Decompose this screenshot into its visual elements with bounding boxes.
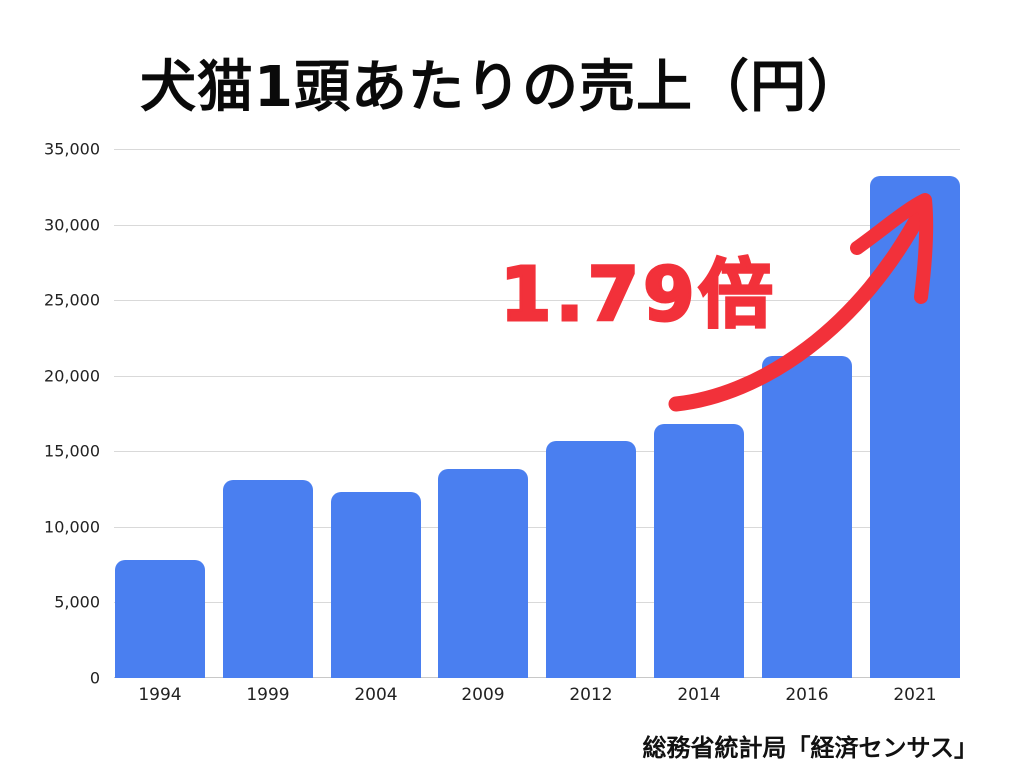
y-tick-label: 5,000 <box>54 592 100 612</box>
y-tick-label: 15,000 <box>44 441 100 461</box>
bar-2014 <box>654 424 744 678</box>
x-tick-label: 2012 <box>569 685 613 705</box>
bar-2016 <box>762 356 852 678</box>
growth-multiplier-label: 1.79倍 <box>499 251 777 340</box>
y-tick-label: 10,000 <box>44 517 100 537</box>
x-tick-label: 2009 <box>461 685 505 705</box>
y-tick-label: 25,000 <box>44 290 100 310</box>
source-credit: 総務省統計局「経済センサス」 <box>642 734 978 762</box>
x-tick-label: 1999 <box>246 685 290 705</box>
bar-2009 <box>438 469 528 678</box>
gridline <box>114 149 960 150</box>
plot-area: 35,000 30,000 25,000 20,000 15,000 10,00… <box>44 140 960 705</box>
y-tick-label: 20,000 <box>44 366 100 386</box>
bar-2004 <box>331 492 421 678</box>
bar-1994 <box>115 560 205 678</box>
gridline <box>114 224 960 226</box>
x-tick-label: 2004 <box>354 685 398 705</box>
x-tick-label: 2014 <box>677 685 721 705</box>
gridline <box>114 526 960 528</box>
gridline <box>114 602 960 604</box>
x-tick-label: 2021 <box>893 685 937 705</box>
gridline <box>114 375 960 377</box>
x-axis-line <box>114 677 960 678</box>
y-tick-label: 30,000 <box>44 215 100 235</box>
bar-2012 <box>546 440 636 678</box>
chart-title: 犬猫1頭あたりの売上（円） <box>140 55 864 120</box>
bar-2021 <box>870 176 960 678</box>
x-tick-label: 2016 <box>785 685 829 705</box>
gridline <box>114 451 960 453</box>
y-tick-label: 35,000 <box>44 139 100 159</box>
y-tick-label: 0 <box>89 668 100 688</box>
gridline <box>114 300 960 302</box>
bar-1999 <box>223 480 313 678</box>
x-tick-label: 1994 <box>138 685 182 705</box>
